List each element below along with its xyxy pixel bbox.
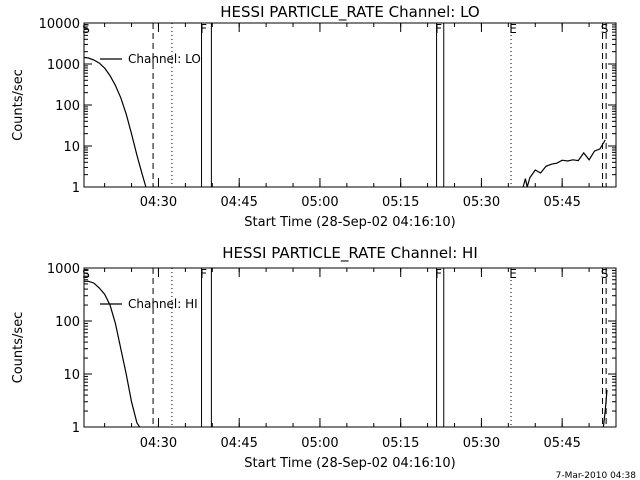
y-tick-label: 1000 — [47, 262, 80, 277]
event-marker-label: S — [82, 267, 90, 281]
y-axis-label: Counts/sec — [11, 69, 26, 141]
x-axis-label: Start Time (28-Sep-02 04:16:10) — [244, 215, 455, 230]
y-tick-label: 1 — [72, 181, 80, 196]
x-tick-label: 04:30 — [140, 436, 177, 451]
chart-title: HESSI PARTICLE_RATE Channel: HI — [222, 244, 478, 263]
x-tick-label: 05:15 — [382, 195, 419, 210]
x-tick-label: 04:45 — [220, 195, 257, 210]
event-marker-label: E — [509, 22, 517, 36]
series-line — [83, 56, 147, 188]
chart-title: HESSI PARTICLE_RATE Channel: LO — [220, 3, 479, 22]
plot-frame — [83, 22, 617, 188]
legend-label: Channel: HI — [128, 297, 198, 311]
x-tick-label: 05:30 — [463, 436, 500, 451]
event-marker-label: F — [435, 22, 442, 36]
series-line — [522, 139, 606, 188]
event-marker-label: S — [82, 22, 90, 36]
x-axis-label: Start Time (28-Sep-02 04:16:10) — [244, 456, 455, 471]
series-line — [602, 389, 608, 428]
x-tick-label: 05:00 — [301, 195, 338, 210]
x-tick-label: 05:00 — [301, 436, 338, 451]
x-tick-label: 05:30 — [463, 195, 500, 210]
x-tick-label: 04:30 — [140, 195, 177, 210]
series-line — [84, 280, 141, 428]
y-tick-label: 1 — [72, 421, 80, 436]
x-tick-label: 05:45 — [543, 436, 580, 451]
x-tick-label: 05:45 — [543, 195, 580, 210]
y-tick-label: 100 — [55, 315, 80, 330]
event-marker-label: S — [601, 22, 609, 36]
event-marker-label: F — [200, 22, 207, 36]
legend-label: Channel: LO — [128, 52, 201, 66]
x-tick-label: 05:15 — [382, 436, 419, 451]
plot-frame — [83, 267, 617, 428]
event-marker-label: F — [435, 267, 442, 281]
y-tick-label: 1000 — [47, 58, 80, 73]
y-tick-label: 10000 — [39, 17, 80, 32]
event-marker-label: S — [601, 267, 609, 281]
event-marker-label: E — [509, 267, 517, 281]
y-axis-label: Counts/sec — [11, 312, 26, 384]
y-tick-label: 10 — [63, 140, 80, 155]
event-marker-label: F — [200, 267, 207, 281]
x-tick-label: 04:45 — [220, 436, 257, 451]
footer-date: 7-Mar-2010 04:38 — [556, 471, 637, 480]
y-tick-label: 100 — [55, 99, 80, 114]
y-tick-label: 10 — [63, 368, 80, 383]
